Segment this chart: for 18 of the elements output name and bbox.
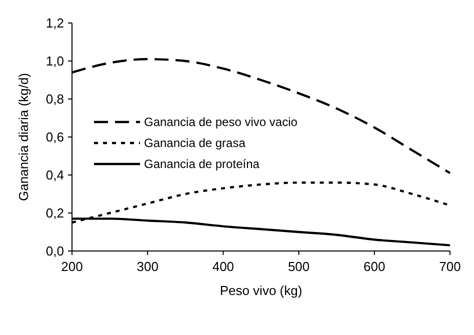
y-tick-label: 0,2 — [46, 206, 64, 221]
x-tick-label: 500 — [288, 259, 310, 274]
x-tick-label: 300 — [136, 259, 158, 274]
x-axis-title: Peso vivo (kg) — [220, 283, 302, 298]
legend-label: Ganancia de proteína — [144, 157, 260, 172]
y-axis-title: Ganancia diaria (kg/d) — [16, 73, 31, 201]
x-tick-label: 400 — [212, 259, 234, 274]
x-tick-label: 600 — [364, 259, 386, 274]
legend-label: Ganancia de peso vivo vacio — [144, 115, 298, 130]
x-tick-label: 700 — [439, 259, 461, 274]
y-tick-label: 0,4 — [46, 168, 64, 183]
y-tick-label: 0,0 — [46, 244, 64, 259]
legend-label: Ganancia de grasa — [144, 136, 246, 150]
y-tick-label: 1,0 — [46, 54, 64, 69]
y-tick-label: 0,6 — [46, 130, 64, 145]
y-tick-label: 0,8 — [46, 92, 64, 107]
y-tick-label: 1,2 — [46, 16, 64, 31]
x-tick-label: 200 — [61, 259, 83, 274]
